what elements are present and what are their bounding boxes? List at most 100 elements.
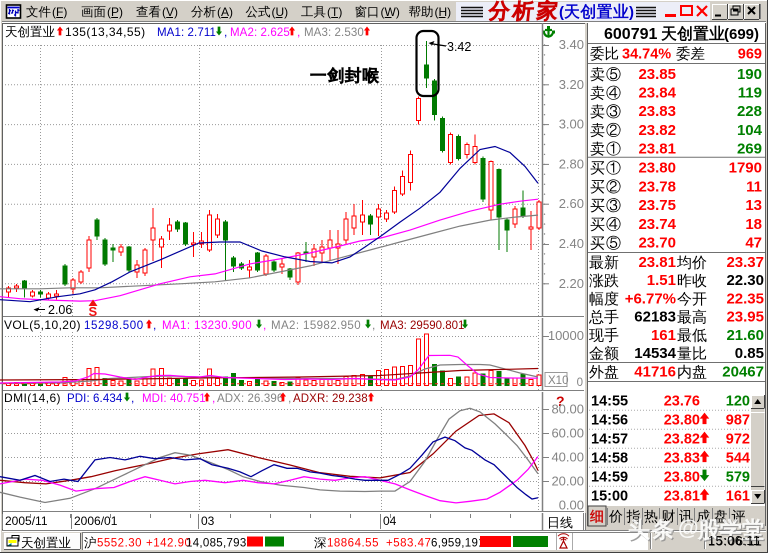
svg-text:+142.90: +142.90 — [146, 538, 191, 550]
svg-text:2.06: 2.06 — [48, 303, 72, 317]
svg-text:,: , — [288, 391, 291, 405]
svg-text:MA3: 2.530: MA3: 2.530 — [304, 27, 364, 39]
svg-text:135(13,34,55): 135(13,34,55) — [65, 25, 146, 39]
svg-text:,: , — [263, 318, 266, 332]
svg-text:ADXR: 29.238: ADXR: 29.238 — [293, 393, 368, 405]
svg-text:60.00: 60.00 — [551, 426, 584, 441]
svg-text:21.60: 21.60 — [726, 327, 764, 344]
svg-text:0.00: 0.00 — [559, 498, 584, 513]
svg-text:MA3: 29590.801: MA3: 29590.801 — [380, 320, 464, 332]
svg-text:228: 228 — [737, 103, 762, 120]
svg-text:,: , — [372, 318, 375, 332]
svg-text:987: 987 — [726, 413, 750, 429]
svg-text:,: , — [131, 391, 134, 405]
svg-text:3.20: 3.20 — [559, 77, 584, 92]
svg-text:15298.500: 15298.500 — [84, 320, 144, 332]
svg-text:(W): (W) — [381, 5, 400, 19]
svg-text:(U): (U) — [272, 5, 289, 19]
svg-text:161: 161 — [726, 489, 750, 505]
svg-text:5552.30: 5552.30 — [97, 538, 142, 550]
svg-text:23.83: 23.83 — [638, 103, 676, 120]
svg-text:23.70: 23.70 — [638, 235, 676, 252]
svg-text:13: 13 — [745, 197, 762, 214]
svg-text:PDI: 6.434: PDI: 6.434 — [67, 393, 123, 405]
svg-text:34.74%: 34.74% — [622, 47, 671, 63]
svg-text:14:59: 14:59 — [591, 470, 628, 486]
svg-text:23.81: 23.81 — [664, 489, 700, 505]
svg-text:600791: 600791 — [604, 26, 657, 43]
svg-text:6,959,191: 6,959,191 — [431, 538, 485, 550]
svg-text:2.80: 2.80 — [559, 156, 584, 171]
svg-text:23.80: 23.80 — [638, 160, 676, 177]
svg-text:2005/11: 2005/11 — [5, 514, 48, 528]
svg-text:2006/01: 2006/01 — [74, 514, 118, 528]
svg-text:VOL(5,10,20): VOL(5,10,20) — [4, 318, 81, 332]
svg-text:104: 104 — [737, 122, 763, 139]
svg-text:3.42: 3.42 — [447, 40, 471, 54]
svg-text:23.95: 23.95 — [726, 309, 764, 326]
svg-text:20.00: 20.00 — [551, 474, 584, 489]
svg-text:(T): (T) — [327, 5, 342, 19]
svg-text:161: 161 — [651, 327, 676, 344]
svg-text:22.30: 22.30 — [726, 272, 764, 289]
svg-text:1790: 1790 — [729, 160, 762, 177]
svg-text:23.82: 23.82 — [664, 432, 700, 448]
svg-text:23.83: 23.83 — [664, 451, 700, 467]
svg-text:119: 119 — [738, 85, 762, 102]
svg-text:23.80: 23.80 — [664, 470, 700, 486]
svg-text:120: 120 — [726, 394, 750, 410]
svg-text:579: 579 — [726, 470, 750, 486]
svg-text:969: 969 — [738, 47, 762, 63]
svg-text:14:58: 14:58 — [591, 451, 628, 467]
svg-text:14:56: 14:56 — [591, 413, 628, 429]
svg-text:S: S — [89, 304, 98, 319]
svg-text:X10: X10 — [548, 375, 568, 387]
svg-text:23.75: 23.75 — [638, 197, 676, 214]
svg-text:23.81: 23.81 — [638, 140, 676, 157]
svg-text:+6.77%: +6.77% — [625, 290, 676, 307]
svg-text:2.40: 2.40 — [559, 236, 584, 251]
svg-text:03: 03 — [201, 514, 215, 528]
svg-text:15:06:11: 15:06:11 — [708, 534, 762, 549]
svg-text:10000: 10000 — [548, 328, 584, 343]
svg-text:11: 11 — [746, 178, 762, 195]
svg-text:41716: 41716 — [634, 364, 676, 381]
svg-text:MA2: 15982.950: MA2: 15982.950 — [271, 320, 361, 332]
svg-text:(F): (F) — [52, 5, 67, 19]
svg-text:DMI(14,6): DMI(14,6) — [4, 391, 61, 405]
svg-text:04: 04 — [383, 514, 397, 528]
svg-text:?: ? — [556, 393, 565, 409]
svg-text:23.76: 23.76 — [664, 394, 700, 410]
svg-text:(699): (699) — [724, 26, 759, 43]
svg-text:(: ( — [559, 4, 564, 21]
svg-text:3.00: 3.00 — [559, 117, 584, 132]
svg-text:@: @ — [678, 517, 698, 540]
svg-text:,: , — [153, 318, 156, 332]
svg-text:23.74: 23.74 — [638, 216, 676, 233]
svg-text:80.00: 80.00 — [551, 402, 584, 417]
svg-text:18864.55: 18864.55 — [327, 538, 379, 550]
svg-text:2.20: 2.20 — [559, 276, 584, 291]
svg-text:,: , — [224, 25, 227, 39]
svg-text:22.35: 22.35 — [726, 290, 764, 307]
svg-text:0: 0 — [577, 377, 583, 389]
svg-text:23.85: 23.85 — [638, 66, 676, 83]
svg-text:14534: 14534 — [634, 345, 676, 362]
svg-text:15:06:11: 15:06:11 — [708, 534, 761, 548]
svg-text:,: , — [212, 391, 215, 405]
svg-text:544: 544 — [726, 451, 750, 467]
svg-text:(V): (V) — [162, 5, 178, 19]
svg-text:972: 972 — [726, 432, 750, 448]
svg-text:+583.47: +583.47 — [386, 538, 431, 550]
svg-text:23.37: 23.37 — [726, 254, 764, 271]
svg-text:ADX: 26.396: ADX: 26.396 — [217, 393, 283, 405]
svg-text:3.40: 3.40 — [559, 37, 584, 52]
svg-text:269: 269 — [737, 140, 762, 157]
svg-text:): ) — [629, 4, 634, 21]
svg-text:23.80: 23.80 — [664, 413, 700, 429]
svg-text:15:00: 15:00 — [591, 489, 628, 505]
svg-text:40.00: 40.00 — [551, 450, 584, 465]
svg-text:14:55: 14:55 — [591, 394, 628, 410]
svg-text:0.85: 0.85 — [735, 345, 764, 362]
svg-text:18: 18 — [745, 216, 762, 233]
